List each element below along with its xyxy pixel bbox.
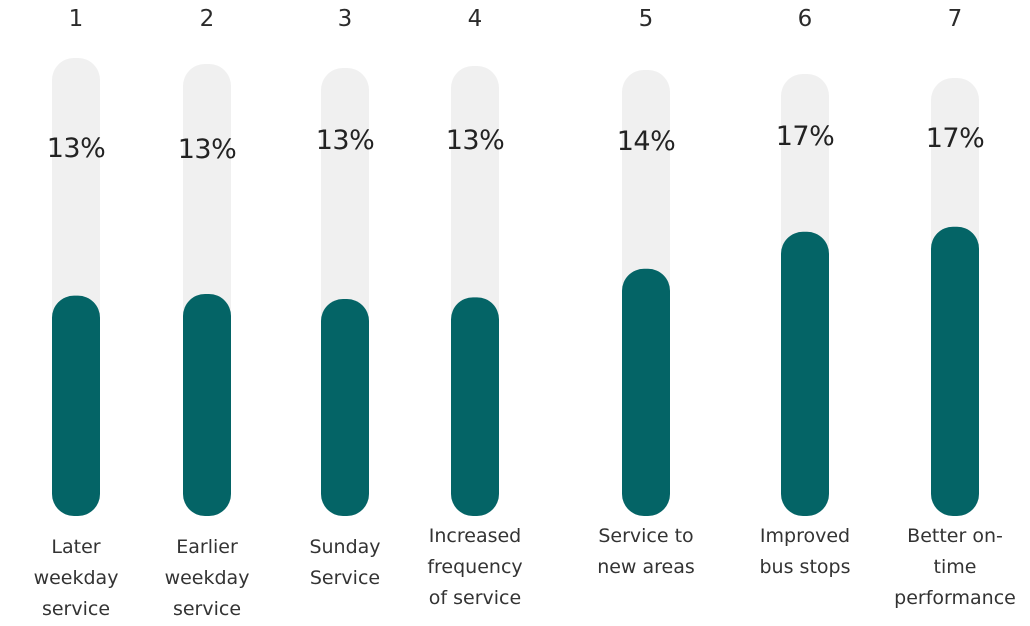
data-label: 14% <box>616 126 676 157</box>
category-label-line: performance <box>894 587 1016 609</box>
category-label-line: frequency <box>427 556 523 578</box>
bar <box>183 294 231 516</box>
category-label: Better on-time performance <box>885 521 1025 614</box>
category-label: Earlier weekday service <box>137 532 277 625</box>
rank-label: 4 <box>467 6 483 32</box>
rank-label: 3 <box>337 6 353 32</box>
bar <box>451 297 499 516</box>
category-label-line: service <box>172 598 242 620</box>
rank-label: 7 <box>947 6 963 32</box>
category-label-line: Service to <box>598 525 694 547</box>
rank-label: 5 <box>638 6 654 32</box>
category-label: Service to new areas <box>576 521 716 583</box>
category-label-line: of service <box>428 587 522 609</box>
category-label: Sunday Service <box>275 532 415 594</box>
category-label: Increased frequency of service <box>405 521 545 614</box>
bar <box>321 299 369 516</box>
data-label: 13% <box>315 125 375 156</box>
category-label-line: Sunday <box>309 536 381 558</box>
bar <box>781 231 829 517</box>
category-label-line: Earlier <box>176 536 238 558</box>
bar <box>622 268 670 516</box>
data-label: 17% <box>925 123 985 154</box>
category-label-line: time <box>933 556 977 578</box>
category-label-line: weekday <box>33 567 119 589</box>
category-label-line: Service <box>309 567 381 589</box>
category-label-line: weekday <box>164 567 250 589</box>
category-label: Improved bus stops <box>735 521 875 583</box>
data-label: 13% <box>445 125 505 156</box>
category-label-line: service <box>41 598 111 620</box>
rank-label: 1 <box>68 6 84 32</box>
category-label-line: new areas <box>597 556 695 578</box>
bar <box>931 226 979 516</box>
rank-label: 6 <box>797 6 813 32</box>
bar <box>52 295 100 516</box>
data-label: 13% <box>177 134 237 165</box>
category-label-line: Increased <box>428 525 522 547</box>
category-label-line: Better on- <box>907 525 1003 547</box>
rank-label: 2 <box>199 6 215 32</box>
category-label-line: Later <box>51 536 101 558</box>
data-label: 17% <box>775 121 835 152</box>
category-label-line: bus stops <box>759 556 851 578</box>
category-label: Later weekday service <box>6 532 146 625</box>
data-label: 13% <box>46 133 106 164</box>
category-label-line: Improved <box>759 525 851 547</box>
